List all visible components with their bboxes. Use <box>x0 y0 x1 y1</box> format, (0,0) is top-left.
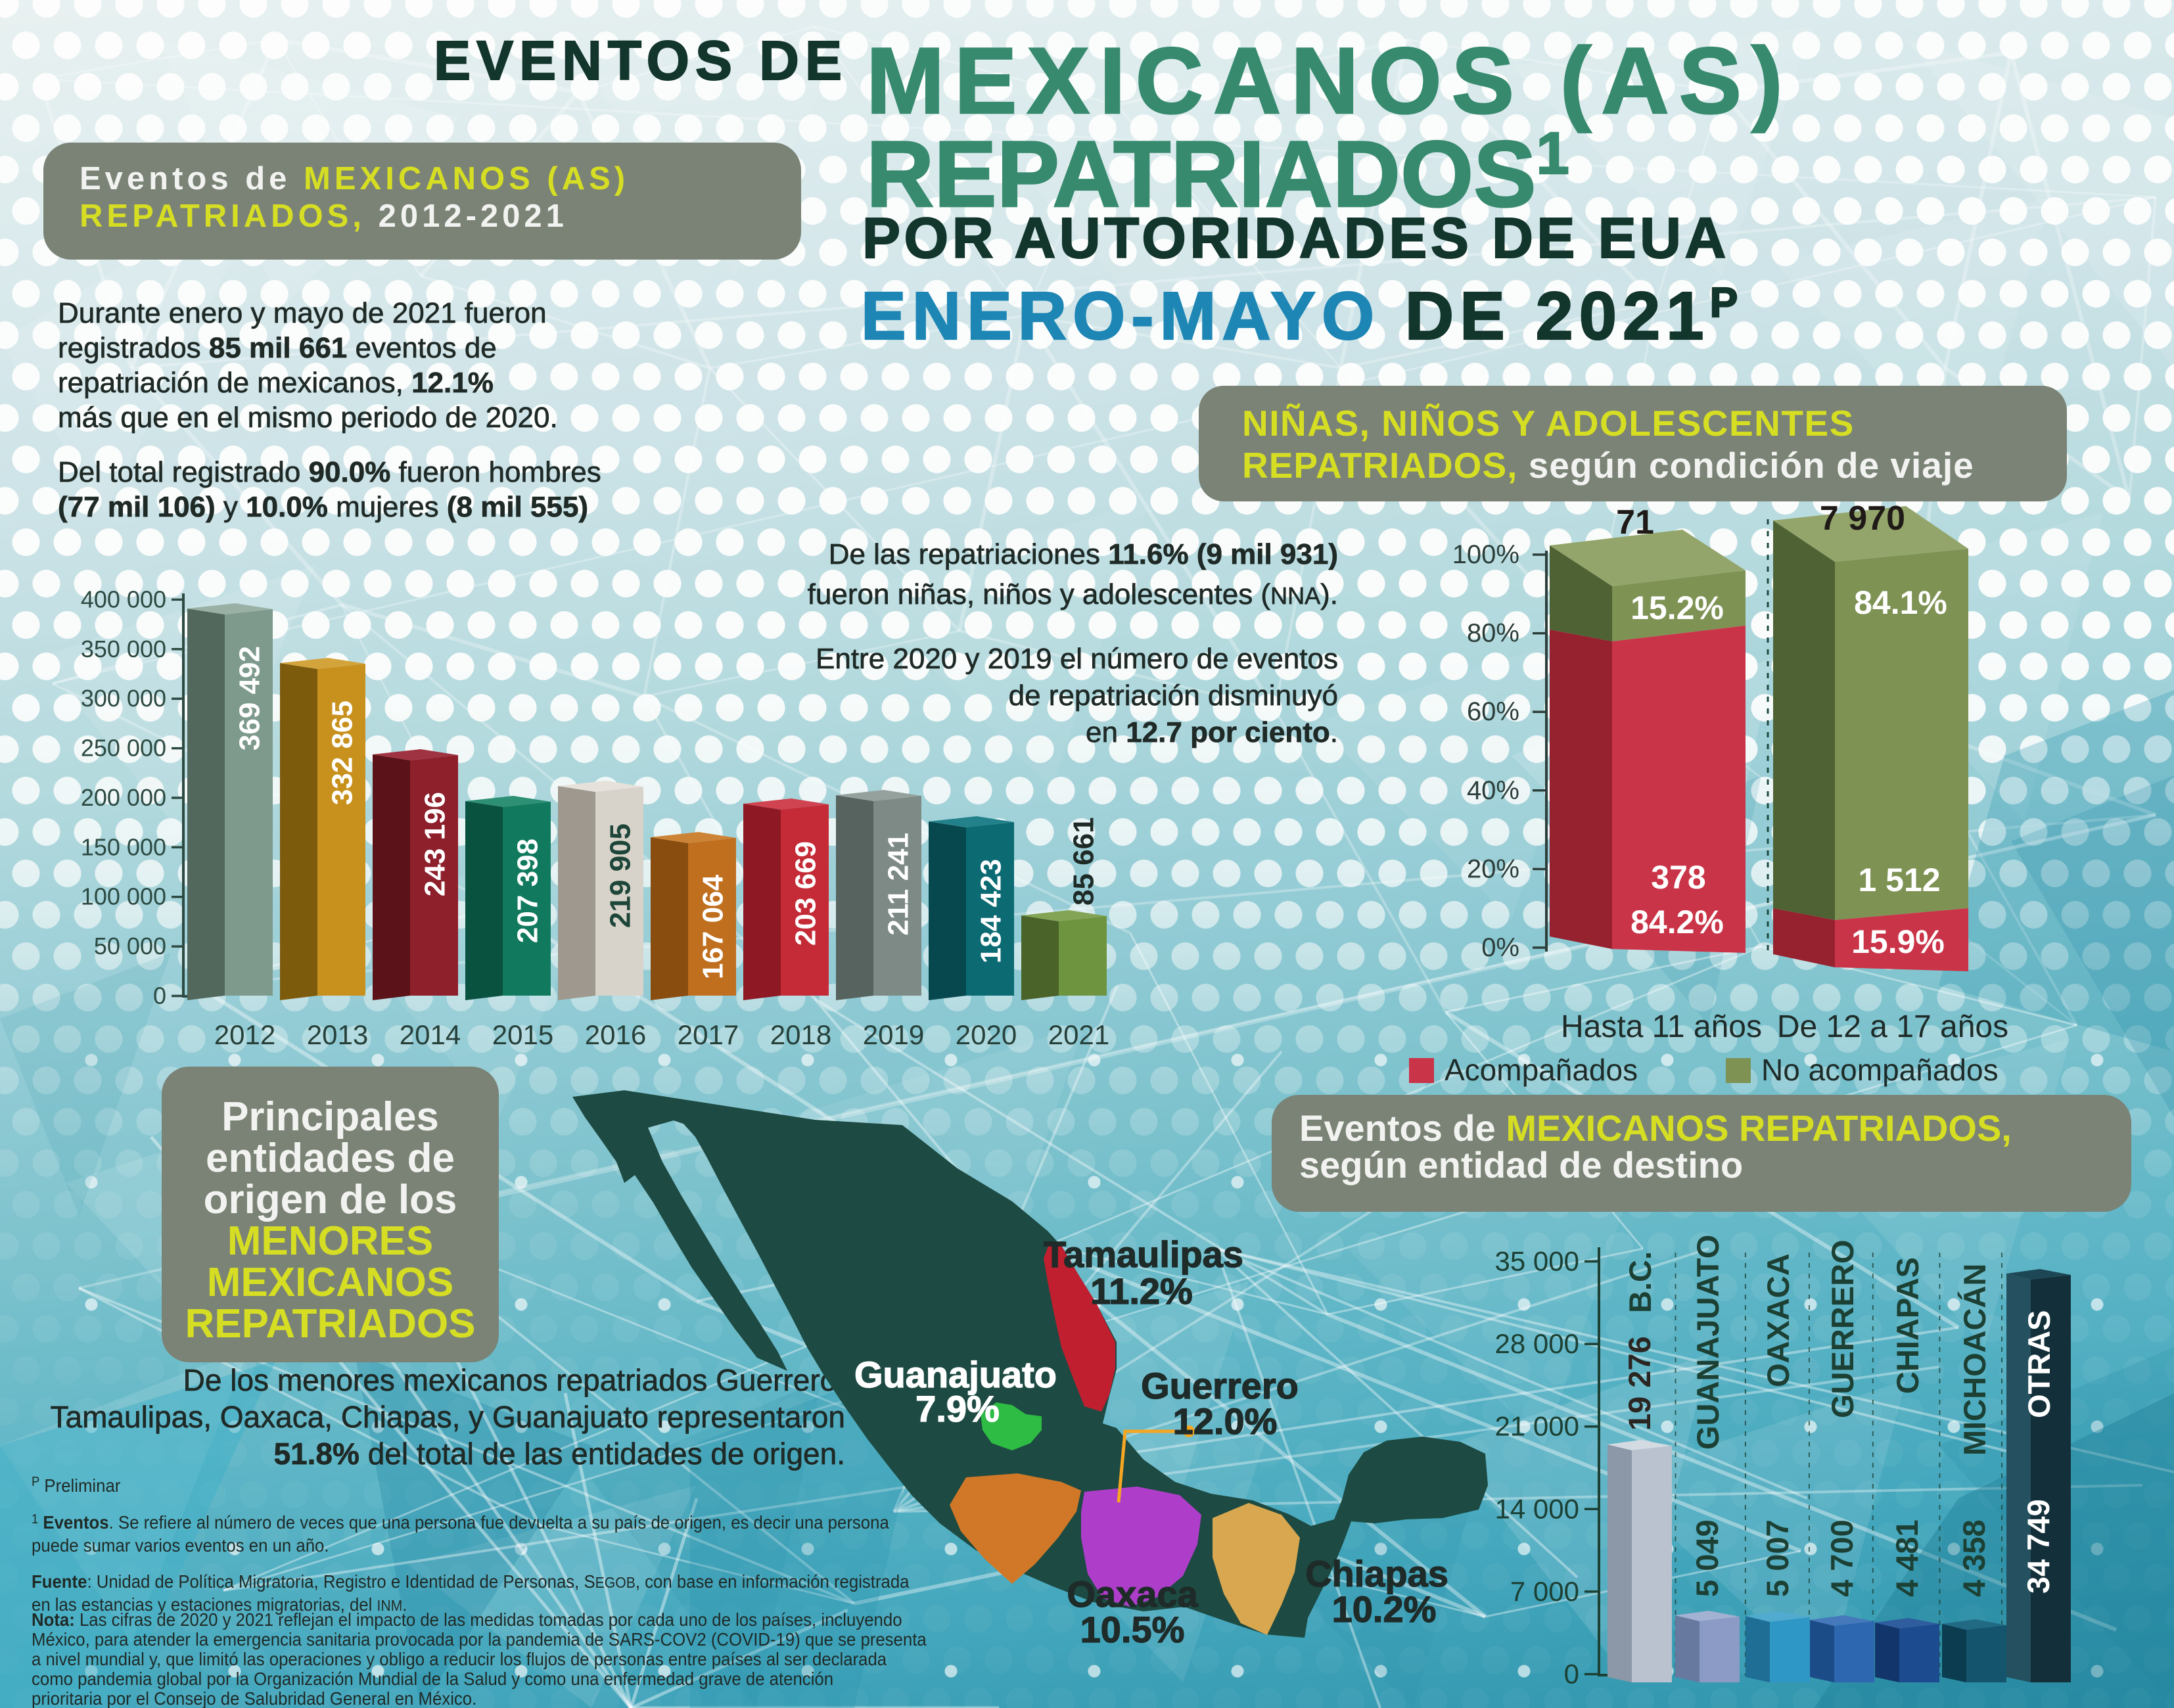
svg-text:207 398: 207 398 <box>512 839 544 943</box>
svg-text:REPATRIADOS, según condición d: REPATRIADOS, según condición de viaje <box>1242 445 1974 486</box>
svg-text:2018: 2018 <box>770 1019 831 1050</box>
svg-text:100%: 100% <box>1452 540 1519 569</box>
svg-text:según entidad de destino: según entidad de destino <box>1299 1144 1743 1186</box>
svg-text:28 000: 28 000 <box>1495 1328 1579 1359</box>
svg-text:85 661: 85 661 <box>1068 817 1100 906</box>
svg-text:OTRAS: OTRAS <box>2022 1310 2056 1419</box>
svg-text:CHIAPAS: CHIAPAS <box>1890 1257 1925 1394</box>
svg-text:5 049: 5 049 <box>1690 1519 1724 1597</box>
svg-text:Guerrero: Guerrero <box>1141 1365 1299 1406</box>
svg-text:De 12 a 17 años: De 12 a 17 años <box>1777 1009 2008 1044</box>
svg-text:15.9%: 15.9% <box>1851 923 1945 960</box>
svg-text:Hasta 11 años: Hasta 11 años <box>1561 1009 1762 1044</box>
svg-text:Tamaulipas: Tamaulipas <box>1044 1234 1243 1275</box>
svg-text:2021: 2021 <box>1048 1019 1109 1050</box>
svg-text:84.2%: 84.2% <box>1630 904 1724 940</box>
svg-text:300 000: 300 000 <box>81 685 166 712</box>
svg-text:50 000: 50 000 <box>94 933 166 959</box>
svg-text:4 700: 4 700 <box>1824 1519 1859 1597</box>
svg-text:Oaxaca: Oaxaca <box>1067 1573 1198 1615</box>
svg-text:34 749: 34 749 <box>2021 1499 2056 1594</box>
svg-text:19 276: 19 276 <box>1622 1336 1657 1431</box>
svg-text:150 000: 150 000 <box>81 833 166 860</box>
svg-text:60%: 60% <box>1467 697 1519 726</box>
svg-text:POR AUTORIDADES DE EUA: POR AUTORIDADES DE EUA <box>862 206 1730 270</box>
svg-text:B.C.: B.C. <box>1623 1251 1657 1313</box>
svg-text:167 064: 167 064 <box>697 874 729 979</box>
svg-text:Guanajuato: Guanajuato <box>854 1354 1057 1395</box>
svg-text:4 358: 4 358 <box>1956 1519 1991 1597</box>
svg-text:184 423: 184 423 <box>975 859 1007 963</box>
svg-text:71: 71 <box>1616 503 1654 542</box>
svg-text:7.9%: 7.9% <box>915 1388 1000 1429</box>
svg-text:Eventos de MEXICANOS (AS): Eventos de MEXICANOS (AS) <box>80 161 629 196</box>
svg-text:2014: 2014 <box>400 1019 461 1050</box>
svg-text:5 007: 5 007 <box>1760 1519 1795 1597</box>
svg-text:243 196: 243 196 <box>419 792 451 896</box>
svg-text:2019: 2019 <box>863 1019 924 1050</box>
svg-text:84.1%: 84.1% <box>1854 584 1947 621</box>
svg-text:Chiapas: Chiapas <box>1305 1553 1448 1594</box>
svg-text:2015: 2015 <box>492 1019 553 1050</box>
svg-text:OAXACA: OAXACA <box>1761 1253 1795 1387</box>
svg-text:0%: 0% <box>1481 933 1519 962</box>
svg-text:35 000: 35 000 <box>1495 1246 1579 1277</box>
svg-text:12.0%: 12.0% <box>1173 1400 1278 1442</box>
svg-text:7 000: 7 000 <box>1510 1576 1579 1607</box>
svg-text:1 512: 1 512 <box>1858 862 1940 898</box>
svg-text:400 000: 400 000 <box>81 586 166 612</box>
svg-text:332 865: 332 865 <box>327 701 359 805</box>
svg-text:15.2%: 15.2% <box>1630 589 1724 626</box>
svg-text:2020: 2020 <box>956 1019 1017 1050</box>
svg-text:No acompañados: No acompañados <box>1761 1053 1999 1087</box>
svg-text:200 000: 200 000 <box>81 784 166 811</box>
svg-text:14 000: 14 000 <box>1495 1493 1579 1524</box>
svg-text:Eventos de MEXICANOS REPATRIAD: Eventos de MEXICANOS REPATRIADOS, <box>1299 1107 2012 1149</box>
svg-text:219 905: 219 905 <box>605 823 637 928</box>
svg-text:MEXICANOS (AS): MEXICANOS (AS) <box>866 29 1793 133</box>
svg-text:369 492: 369 492 <box>234 646 266 750</box>
svg-text:20%: 20% <box>1467 854 1519 883</box>
svg-text:80%: 80% <box>1467 619 1519 648</box>
svg-text:REPATRIADOS1: REPATRIADOS1 <box>866 121 1569 227</box>
svg-text:100 000: 100 000 <box>81 883 166 910</box>
svg-text:350 000: 350 000 <box>81 635 166 662</box>
svg-text:2013: 2013 <box>307 1019 368 1050</box>
svg-text:10.2%: 10.2% <box>1332 1588 1437 1630</box>
svg-text:2017: 2017 <box>678 1019 739 1050</box>
svg-text:ENERO-MAYO DE 2021P: ENERO-MAYO DE 2021P <box>861 278 1744 354</box>
svg-text:10.5%: 10.5% <box>1080 1609 1185 1650</box>
svg-text:NIÑAS, NIÑOS Y ADOLESCENTES: NIÑAS, NIÑOS Y ADOLESCENTES <box>1242 403 1855 444</box>
svg-text:21 000: 21 000 <box>1495 1411 1579 1442</box>
svg-text:MICHOACÁN: MICHOACÁN <box>1957 1264 1992 1456</box>
svg-text:11.2%: 11.2% <box>1090 1270 1193 1312</box>
svg-text:250 000: 250 000 <box>81 735 166 762</box>
svg-text:2012: 2012 <box>214 1019 275 1050</box>
svg-text:GUERRERO: GUERRERO <box>1825 1239 1860 1418</box>
svg-text:GUANAJUATO: GUANAJUATO <box>1690 1235 1725 1450</box>
svg-text:REPATRIADOS, 2012-2021: REPATRIADOS, 2012-2021 <box>80 198 568 234</box>
svg-text:203 669: 203 669 <box>790 841 822 946</box>
svg-text:40%: 40% <box>1467 776 1519 805</box>
svg-text:0: 0 <box>1564 1659 1579 1690</box>
svg-text:Acompañados: Acompañados <box>1445 1053 1638 1087</box>
svg-text:EVENTOS DE: EVENTOS DE <box>434 30 848 91</box>
svg-text:2016: 2016 <box>585 1019 646 1050</box>
svg-text:4 481: 4 481 <box>1889 1519 1924 1597</box>
svg-text:211 241: 211 241 <box>883 833 915 936</box>
svg-text:0: 0 <box>153 982 166 1009</box>
svg-text:7 970: 7 970 <box>1820 499 1905 538</box>
svg-text:378: 378 <box>1651 859 1705 896</box>
